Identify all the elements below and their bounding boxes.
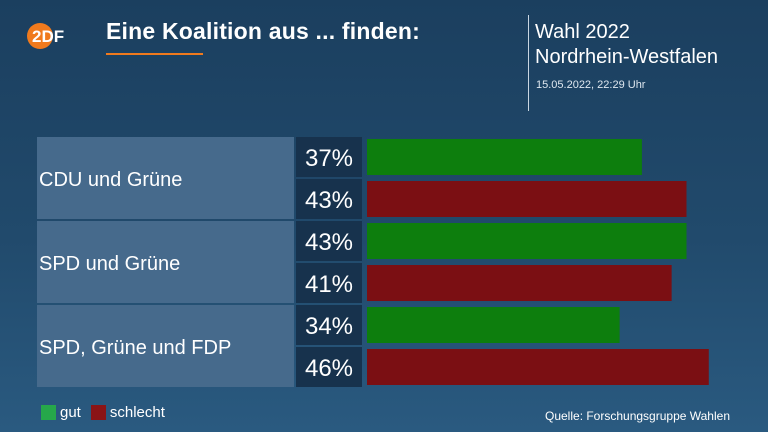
chart-title: Eine Koalition aus ... finden: [106, 18, 420, 44]
data-label-spd-gr-ne-und-fdp-gut: 34% [305, 313, 353, 340]
data-label-spd-und-gr-ne-gut: 43% [305, 229, 353, 256]
bar-spd-und-gr-ne-schlecht [367, 265, 672, 301]
pct-box-cdu-und-gr-ne-gut [296, 137, 362, 177]
bar-spd-und-gr-ne-gut [367, 223, 687, 259]
legend-label-gut: gut [60, 404, 81, 421]
bar-cdu-und-gr-ne-schlecht [367, 181, 687, 217]
legend-label-schlecht: schlecht [109, 404, 165, 421]
election-info: Wahl 2022 Nordrhein-Westfalen [535, 20, 718, 70]
legend-item-schlecht: schlecht [90, 404, 165, 421]
legend-swatch-gut [41, 405, 56, 420]
bar-cdu-und-gr-ne-gut [367, 139, 642, 175]
pct-box-spd-gr-ne-und-fdp-schlecht [296, 347, 362, 387]
category-box-spd-gr-ne-und-fdp [37, 305, 294, 387]
pct-box-spd-und-gr-ne-gut [296, 221, 362, 261]
data-label-cdu-und-gr-ne-schlecht: 43% [305, 187, 353, 214]
category-label-spd-gr-ne-und-fdp: SPD, Grüne und FDP [39, 337, 231, 359]
zdf-logo: 2DF [27, 23, 64, 49]
election-name: Wahl 2022 [535, 21, 630, 43]
bar-spd-gr-ne-und-fdp-gut [367, 307, 620, 343]
legend-item-gut: gut [41, 404, 81, 421]
category-label-cdu-und-gr-ne: CDU und Grüne [39, 169, 182, 191]
legend: gut schlecht [41, 404, 175, 421]
title-underline [106, 53, 203, 55]
data-label-cdu-und-gr-ne-gut: 37% [305, 145, 353, 172]
timestamp: 15.05.2022, 22:29 Uhr [536, 79, 646, 91]
pct-box-spd-und-gr-ne-schlecht [296, 263, 362, 303]
election-region: Nordrhein-Westfalen [535, 46, 719, 68]
header-divider [528, 15, 529, 111]
legend-swatch-schlecht [90, 405, 106, 420]
pct-box-cdu-und-gr-ne-schlecht [296, 179, 362, 219]
logo-text: 2DF [32, 27, 64, 46]
data-label-spd-gr-ne-und-fdp-schlecht: 46% [305, 355, 353, 382]
category-label-spd-und-gr-ne: SPD und Grüne [39, 253, 180, 275]
pct-box-spd-gr-ne-und-fdp-gut [296, 305, 362, 345]
data-label-spd-und-gr-ne-schlecht: 41% [305, 271, 353, 298]
source-note: Quelle: Forschungsgruppe Wahlen [545, 409, 730, 423]
category-box-cdu-und-gr-ne [37, 137, 294, 219]
category-box-spd-und-gr-ne [37, 221, 294, 303]
bar-spd-gr-ne-und-fdp-schlecht [367, 349, 709, 385]
